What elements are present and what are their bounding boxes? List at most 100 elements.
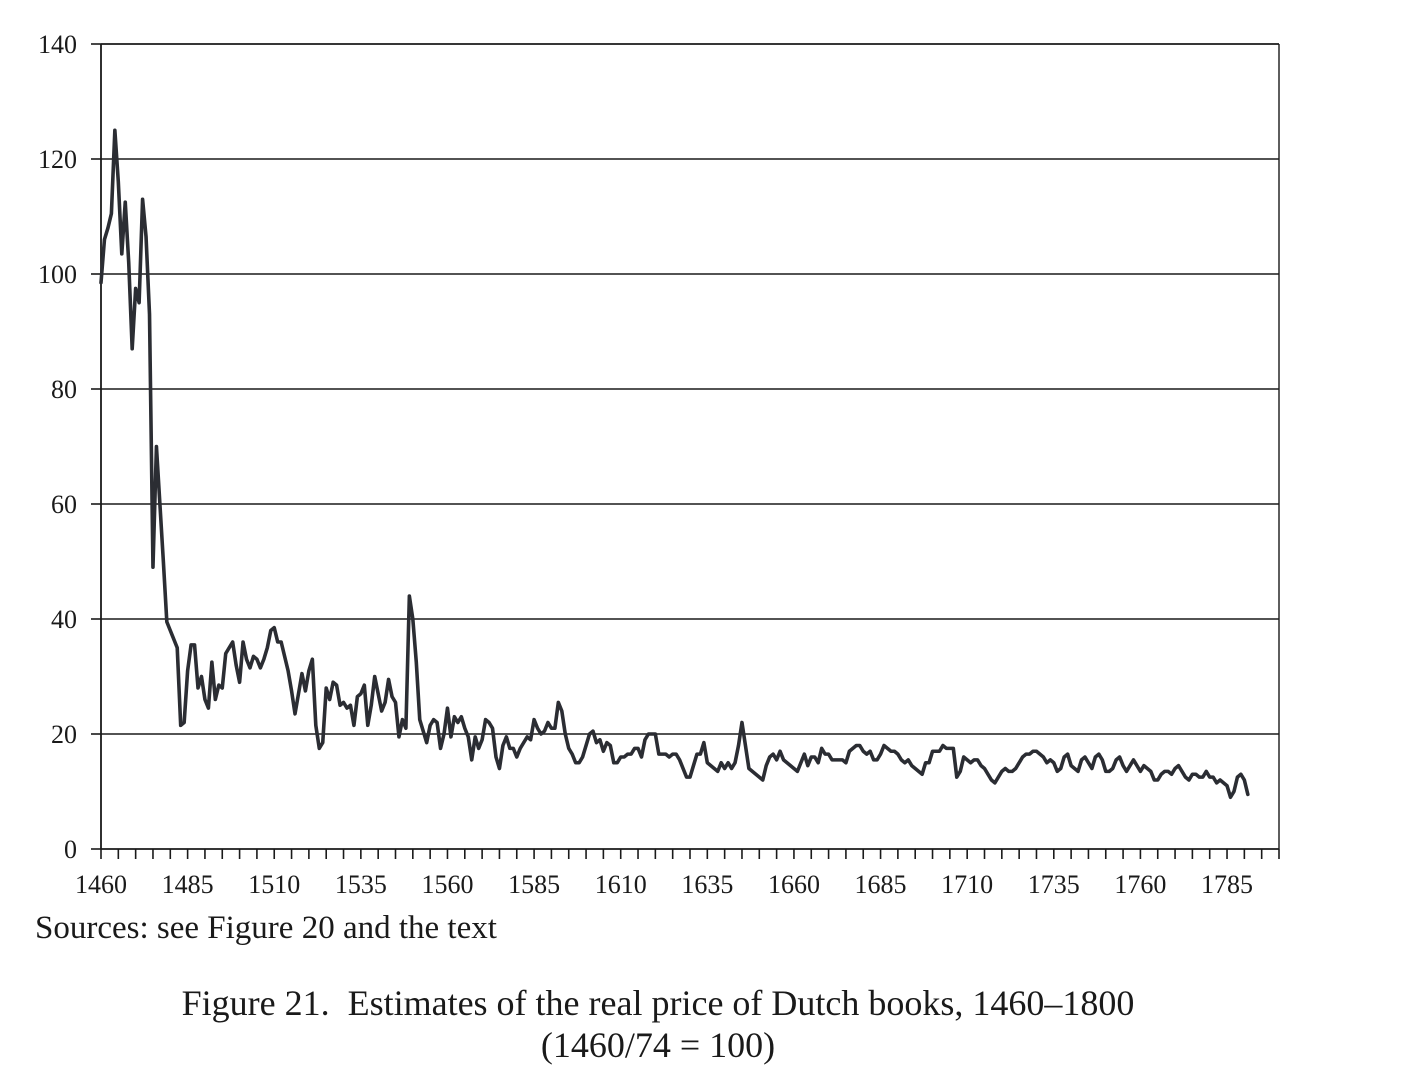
data-point-1577 bbox=[504, 735, 508, 739]
data-point-1681 bbox=[865, 752, 869, 756]
data-point-1643 bbox=[733, 761, 737, 765]
x-tick-label-1460: 1460 bbox=[75, 870, 127, 899]
data-point-1611 bbox=[622, 755, 626, 759]
data-point-1717 bbox=[990, 778, 993, 782]
data-point-1585 bbox=[532, 718, 536, 722]
data-point-1645 bbox=[740, 721, 744, 724]
data-point-1706 bbox=[951, 746, 955, 750]
data-point-1558 bbox=[439, 746, 442, 750]
data-point-1753 bbox=[1114, 758, 1118, 762]
data-point-1592 bbox=[556, 700, 560, 704]
y-tick-label-40: 40 bbox=[51, 605, 77, 634]
data-point-1622 bbox=[660, 752, 664, 756]
data-point-1684 bbox=[875, 758, 879, 762]
data-point-1563 bbox=[456, 721, 460, 724]
data-point-1525 bbox=[324, 686, 328, 690]
data-point-1565 bbox=[463, 726, 467, 730]
caption-line-1: Figure 21. Estimates of the real price o… bbox=[181, 983, 1135, 1023]
data-point-1786 bbox=[1229, 795, 1232, 799]
data-point-1709 bbox=[962, 755, 966, 759]
data-point-1474 bbox=[148, 312, 151, 316]
data-point-1504 bbox=[252, 654, 255, 658]
data-point-1511 bbox=[276, 640, 280, 644]
data-point-1641 bbox=[726, 761, 730, 765]
data-point-1483 bbox=[179, 723, 183, 727]
data-point-1514 bbox=[286, 669, 290, 673]
data-point-1490 bbox=[203, 698, 207, 701]
data-point-1758 bbox=[1132, 758, 1135, 762]
data-point-1512 bbox=[279, 640, 283, 644]
data-point-1531 bbox=[345, 706, 349, 710]
data-point-1776 bbox=[1194, 772, 1198, 776]
data-point-1689 bbox=[893, 749, 896, 753]
y-tick-label-0: 0 bbox=[64, 835, 77, 864]
data-point-1656 bbox=[778, 749, 782, 753]
y-tick-label-100: 100 bbox=[38, 260, 77, 289]
data-point-1655 bbox=[775, 758, 779, 762]
caption-line-2: (1460/74 = 100) bbox=[540, 1025, 776, 1065]
axes bbox=[100, 43, 1280, 850]
data-point-1700 bbox=[931, 749, 934, 753]
data-point-1576 bbox=[501, 744, 505, 747]
x-tick-label-1510: 1510 bbox=[248, 870, 300, 899]
data-point-1510 bbox=[272, 626, 276, 630]
data-point-1463 bbox=[109, 212, 113, 216]
data-point-1639 bbox=[719, 761, 723, 765]
data-point-1633 bbox=[698, 752, 702, 756]
data-point-1670 bbox=[827, 752, 830, 756]
data-point-1665 bbox=[809, 755, 813, 759]
data-point-1501 bbox=[241, 640, 245, 644]
data-point-1711 bbox=[969, 761, 973, 765]
data-point-1738 bbox=[1062, 755, 1066, 759]
data-point-1498 bbox=[231, 640, 235, 644]
data-point-1730 bbox=[1035, 749, 1038, 753]
data-point-1480 bbox=[168, 629, 172, 632]
data-point-1595 bbox=[567, 746, 571, 750]
data-point-1646 bbox=[744, 744, 747, 747]
data-point-1616 bbox=[640, 755, 643, 759]
data-point-1471 bbox=[137, 301, 141, 305]
data-point-1661 bbox=[796, 769, 799, 773]
data-point-1721 bbox=[1003, 767, 1007, 770]
data-point-1543 bbox=[387, 677, 390, 681]
data-point-1574 bbox=[494, 755, 498, 759]
data-point-1547 bbox=[401, 718, 404, 722]
data-point-1754 bbox=[1118, 755, 1122, 759]
data-point-1594 bbox=[563, 732, 567, 736]
data-point-1658 bbox=[785, 761, 789, 765]
data-point-1724 bbox=[1014, 767, 1018, 770]
data-point-1660 bbox=[792, 767, 796, 770]
data-point-1465 bbox=[116, 180, 120, 184]
data-point-1750 bbox=[1104, 769, 1108, 773]
data-point-1472 bbox=[141, 197, 144, 201]
data-point-1757 bbox=[1128, 764, 1132, 768]
data-point-1716 bbox=[986, 772, 990, 776]
data-point-1624 bbox=[667, 755, 671, 759]
data-point-1701 bbox=[934, 749, 938, 753]
data-point-1764 bbox=[1152, 778, 1156, 782]
data-point-1529 bbox=[338, 703, 342, 707]
data-point-1627 bbox=[678, 758, 682, 762]
data-point-1549 bbox=[407, 594, 411, 598]
data-point-1559 bbox=[442, 732, 446, 736]
data-point-1702 bbox=[938, 749, 941, 753]
data-point-1468 bbox=[127, 261, 131, 264]
data-point-1550 bbox=[411, 617, 415, 621]
data-point-1507 bbox=[262, 657, 266, 661]
data-point-1593 bbox=[560, 709, 564, 713]
data-point-1731 bbox=[1038, 752, 1042, 756]
data-point-1506 bbox=[258, 666, 262, 670]
data-point-1636 bbox=[709, 764, 713, 768]
data-point-1520 bbox=[307, 669, 311, 673]
series-line-0 bbox=[99, 128, 1250, 800]
data-point-1536 bbox=[362, 683, 366, 687]
data-point-1571 bbox=[484, 718, 487, 722]
data-point-1663 bbox=[802, 752, 806, 756]
data-point-1564 bbox=[459, 715, 463, 719]
data-point-1521 bbox=[310, 657, 314, 661]
data-point-1603 bbox=[595, 741, 598, 745]
data-point-1596 bbox=[570, 752, 574, 756]
data-point-1604 bbox=[598, 738, 602, 742]
data-point-1537 bbox=[366, 723, 370, 727]
data-point-1760 bbox=[1139, 769, 1142, 773]
